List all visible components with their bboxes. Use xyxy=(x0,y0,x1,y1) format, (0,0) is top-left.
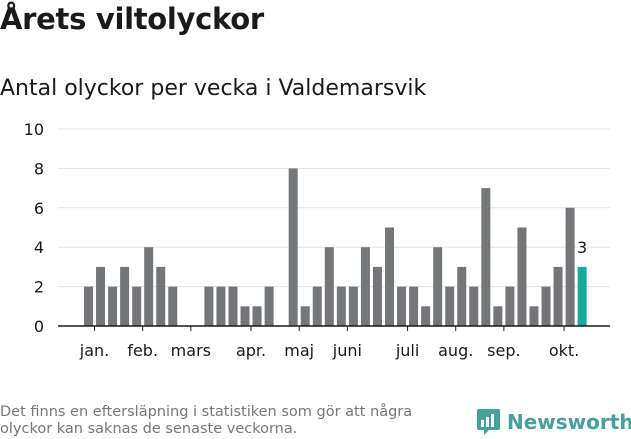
bar-chart-speech-bubble-icon xyxy=(477,409,500,435)
data-labels: 3 xyxy=(577,238,587,257)
x-tick-label: juni xyxy=(332,341,362,360)
bar xyxy=(385,227,394,326)
chart-subtitle: Antal olyckor per vecka i Valdemarsvik xyxy=(0,76,427,101)
bar xyxy=(481,188,491,326)
x-tick-label: sep. xyxy=(487,341,520,360)
bar xyxy=(529,306,539,326)
bar xyxy=(216,286,226,326)
bar xyxy=(445,286,455,326)
bars xyxy=(84,168,587,326)
data-label: 3 xyxy=(577,238,587,257)
bar xyxy=(397,286,407,326)
bar xyxy=(553,266,563,326)
bar xyxy=(336,286,346,326)
bar xyxy=(360,247,370,326)
x-tick-label: juli xyxy=(395,341,419,360)
y-tick-label: 8 xyxy=(34,159,44,178)
bar xyxy=(96,266,106,326)
bar xyxy=(228,286,238,326)
bar xyxy=(312,286,322,326)
footnote: Det finns en eftersläpning i statistiken… xyxy=(0,404,413,437)
bar xyxy=(457,266,467,326)
x-tick-label: aug. xyxy=(438,341,473,360)
bar xyxy=(421,306,431,326)
y-axis-tick-labels: 0 2 4 6 8 10 xyxy=(24,120,44,336)
bar xyxy=(469,286,479,326)
gridlines xyxy=(58,128,610,288)
x-tick-label: feb. xyxy=(127,341,158,360)
bar xyxy=(300,306,310,326)
x-tick-label: jan. xyxy=(79,341,109,360)
bar xyxy=(108,286,118,326)
bar xyxy=(577,266,587,326)
bar xyxy=(409,286,419,326)
bar xyxy=(84,286,93,326)
bar xyxy=(156,266,166,326)
y-tick-label: 10 xyxy=(24,120,44,139)
brand-name: Newsworthy xyxy=(507,410,631,434)
y-tick-label: 0 xyxy=(34,317,44,336)
chart-title: Årets viltolyckor xyxy=(0,2,264,36)
newsworthy-logo[interactable]: Newsworthy xyxy=(476,408,631,436)
bar xyxy=(204,286,214,326)
x-tick-label: maj xyxy=(284,341,314,360)
bar xyxy=(132,286,142,326)
x-tick-label: okt. xyxy=(549,341,579,360)
bar xyxy=(565,207,575,326)
bar xyxy=(372,266,382,326)
y-tick-label: 4 xyxy=(34,238,44,257)
bar xyxy=(505,286,515,326)
bar xyxy=(240,306,250,326)
y-tick-label: 2 xyxy=(34,278,44,297)
x-axis-tick-labels: jan. feb. mars apr. maj juni juli aug. sep. okt. xyxy=(79,326,579,360)
bar-chart: 0 2 4 6 8 10 jan. feb. mars apr. maj juni juli aug. s… xyxy=(24,120,610,360)
y-tick-label: 6 xyxy=(34,199,44,218)
bar xyxy=(324,247,334,326)
bar xyxy=(288,168,298,326)
bar xyxy=(348,286,358,326)
bar xyxy=(168,286,178,326)
x-tick-label: apr. xyxy=(236,341,266,360)
bar xyxy=(493,306,503,326)
bar xyxy=(252,306,262,326)
bar xyxy=(433,247,443,326)
bar xyxy=(120,266,130,326)
bar xyxy=(144,247,154,326)
bar xyxy=(541,286,551,326)
bar xyxy=(264,286,274,326)
bar xyxy=(517,227,527,326)
x-tick-label: mars xyxy=(171,341,211,360)
